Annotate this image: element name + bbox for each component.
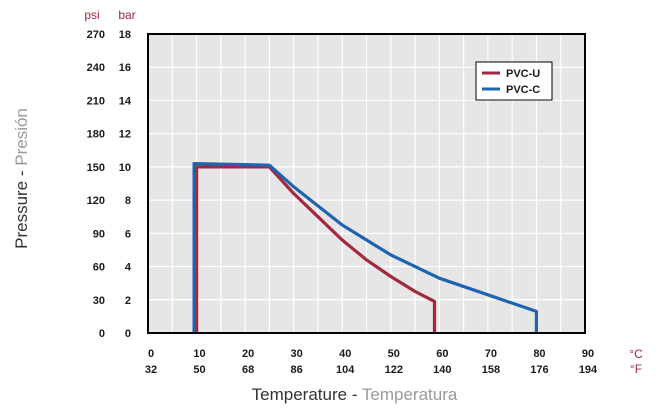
x-tick-label-fahrenheit: 86	[291, 364, 303, 376]
y-tick-label-bar: 10	[119, 162, 131, 174]
x-tick-label-celsius: 20	[242, 348, 254, 360]
x-axis-title: Temperature - Temperatura	[252, 385, 458, 404]
series-line-pvc-c	[192, 162, 539, 333]
y-tick-label-psi: 150	[87, 162, 105, 174]
y-tick-label-psi: 0	[99, 328, 105, 340]
y-tick-label-bar: 8	[125, 195, 131, 207]
y-axis-title-en: Pressure	[12, 181, 31, 249]
x-axis-title-es: Temperatura	[362, 385, 458, 404]
x-unit-celsius: °C	[629, 347, 643, 361]
x-axis-title-en: Temperature	[252, 385, 347, 404]
y-tick-label-psi: 240	[87, 62, 105, 74]
x-tick-label-fahrenheit: 104	[336, 364, 355, 376]
y-tick-label-bar: 12	[119, 129, 131, 141]
x-tick-label-celsius: 40	[339, 348, 351, 360]
x-tick-label-celsius: 10	[193, 348, 205, 360]
x-tick-label-celsius: 30	[291, 348, 303, 360]
x-axis-title-sep: -	[347, 385, 362, 404]
x-tick-label-fahrenheit: 32	[145, 364, 157, 376]
x-tick-label-fahrenheit: 176	[530, 364, 548, 376]
x-tick-label-celsius: 70	[485, 348, 497, 360]
x-tick-label-fahrenheit: 122	[385, 364, 403, 376]
gridlines	[148, 34, 585, 333]
x-tick-label-celsius: 90	[582, 348, 594, 360]
legend: PVC-U PVC-C	[475, 61, 553, 101]
x-tick-label-fahrenheit: 194	[579, 364, 598, 376]
series-line-pvc-u	[195, 165, 437, 333]
y-tick-label-psi: 90	[93, 228, 105, 240]
x-tick-label-celsius: 0	[148, 348, 154, 360]
series-layer	[192, 162, 539, 333]
x-tick-label-celsius: 50	[388, 348, 400, 360]
x-tick-labels: 0 32 10 50 20 68 30 86 40 104 50 122 60 140 70 158 80 176…	[145, 348, 598, 376]
x-tick-label-fahrenheit: 68	[242, 364, 254, 376]
y-tick-label-psi: 180	[87, 129, 105, 141]
y-tick-label-psi: 30	[93, 295, 105, 307]
y-tick-label-psi: 120	[87, 195, 105, 207]
plot-frame	[147, 33, 586, 334]
y-unit-psi: psi	[84, 8, 99, 22]
legend-box	[475, 61, 553, 101]
y-axis-title-es: Presión	[12, 108, 31, 166]
y-tick-label-bar: 0	[125, 328, 131, 340]
y-tick-label-bar: 6	[125, 228, 131, 240]
x-tick-label-fahrenheit: 140	[433, 364, 451, 376]
y-tick-label-psi: 210	[87, 95, 105, 107]
y-axis-title: Pressure - Presión	[12, 108, 31, 249]
x-tick-label-fahrenheit: 158	[482, 364, 500, 376]
x-tick-label-celsius: 80	[533, 348, 545, 360]
y-tick-label-bar: 16	[119, 62, 131, 74]
y-tick-label-bar: 18	[119, 29, 131, 41]
y-tick-label-bar: 4	[125, 262, 132, 274]
legend-label-pvc-u: PVC-U	[506, 68, 540, 80]
y-tick-label-psi: 270	[87, 29, 105, 41]
y-tick-label-psi: 60	[93, 262, 105, 274]
y-tick-labels: 0 0 30 2 60 4 90 6 120 8 150 10 180 12 210 14 240 16 270 18	[87, 29, 132, 340]
x-unit-fahrenheit: °F	[630, 362, 642, 376]
legend-label-pvc-c: PVC-C	[506, 84, 540, 96]
x-tick-label-fahrenheit: 50	[193, 364, 205, 376]
y-axis-title-sep: -	[12, 166, 31, 181]
y-tick-label-bar: 2	[125, 295, 131, 307]
y-unit-bar: bar	[118, 8, 135, 22]
x-tick-label-celsius: 60	[436, 348, 448, 360]
y-tick-label-bar: 14	[119, 95, 132, 107]
